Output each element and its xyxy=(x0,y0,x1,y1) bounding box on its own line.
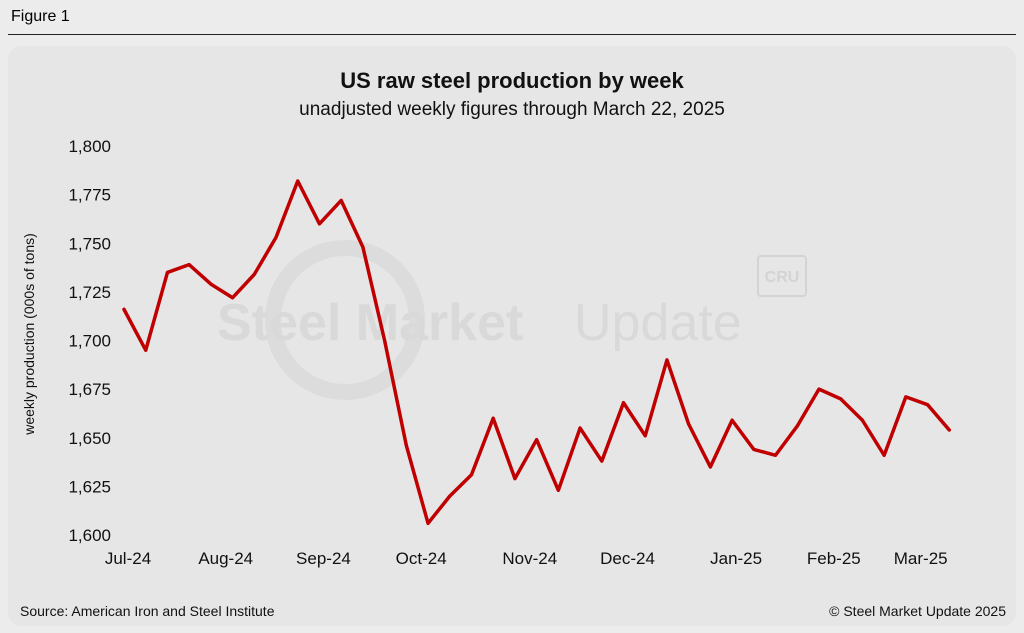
data-point xyxy=(296,179,300,183)
data-point xyxy=(426,521,430,525)
data-point xyxy=(817,387,821,391)
data-point xyxy=(882,453,886,457)
data-point xyxy=(252,272,256,276)
data-point xyxy=(622,401,626,405)
data-point xyxy=(904,395,908,399)
data-point xyxy=(513,477,517,481)
data-point xyxy=(708,465,712,469)
data-point xyxy=(774,453,778,457)
data-point xyxy=(469,473,473,477)
data-point xyxy=(383,339,387,342)
data-point xyxy=(187,263,191,267)
data-point xyxy=(122,307,126,311)
data-point xyxy=(947,428,951,432)
data-point xyxy=(491,416,495,420)
data-point xyxy=(535,438,539,442)
watermark-circle-icon xyxy=(265,240,425,400)
watermark-badge-frame xyxy=(757,255,807,297)
data-point xyxy=(361,245,365,249)
data-point xyxy=(600,459,604,463)
y-tick-label: 1,600 xyxy=(68,526,111,545)
data-point xyxy=(448,494,452,498)
data-point xyxy=(926,403,930,407)
chart-title: US raw steel production by week xyxy=(340,68,684,93)
x-tick-label: Sep-24 xyxy=(296,549,351,568)
data-point xyxy=(317,222,321,226)
copyright-note: © Steel Market Update 2025 xyxy=(829,603,1006,619)
header-rule xyxy=(8,34,1016,35)
x-tick-label: Mar-25 xyxy=(894,549,948,568)
y-tick-label: 1,700 xyxy=(68,332,111,351)
data-point xyxy=(144,348,148,352)
watermark: Steel Market Update CRU xyxy=(217,240,807,400)
data-point xyxy=(165,270,169,274)
x-tick-label: Nov-24 xyxy=(502,549,557,568)
y-tick-label: 1,800 xyxy=(68,137,111,156)
x-tick-label: Oct-24 xyxy=(396,549,447,568)
x-tick-label: Jan-25 xyxy=(710,549,762,568)
data-point xyxy=(730,418,734,422)
y-tick-label: 1,750 xyxy=(68,234,111,253)
data-point xyxy=(556,488,560,492)
data-point xyxy=(578,426,582,430)
y-tick-label: 1,725 xyxy=(68,283,111,302)
watermark-brand-bold: Steel Market xyxy=(217,294,523,352)
source-note: Source: American Iron and Steel Institut… xyxy=(20,603,275,619)
figure-label: Figure 1 xyxy=(11,8,70,25)
data-point xyxy=(339,198,343,202)
series-line xyxy=(122,179,952,526)
y-tick-label: 1,675 xyxy=(68,380,111,399)
data-point xyxy=(795,424,799,428)
data-point xyxy=(643,434,647,438)
data-point xyxy=(274,235,278,239)
watermark-badge: CRU xyxy=(765,269,800,286)
chart-subtitle: unadjusted weekly figures through March … xyxy=(299,99,725,120)
data-point xyxy=(687,422,691,426)
y-axis-label: weekly production (000s of tons) xyxy=(21,233,37,435)
chart-card xyxy=(8,46,1016,626)
data-point xyxy=(839,397,843,401)
data-point xyxy=(231,296,235,300)
data-point xyxy=(752,447,756,451)
data-point xyxy=(665,358,669,362)
y-axis-ticks: 1,600 1,625 1,650 1,675 1,700 1,725 1,750 1,775… xyxy=(68,137,111,545)
x-tick-label: Dec-24 xyxy=(600,549,655,568)
x-tick-label: Jul-24 xyxy=(105,549,151,568)
x-tick-label: Aug-24 xyxy=(198,549,253,568)
watermark-brand-light: Update xyxy=(574,294,742,352)
y-tick-label: 1,775 xyxy=(68,186,111,205)
data-point xyxy=(404,444,408,448)
x-axis-ticks: Jul-24 Aug-24 Sep-24 Oct-24 Nov-24 Dec-24 Jan-… xyxy=(105,549,948,568)
y-tick-label: 1,650 xyxy=(68,429,111,448)
y-tick-label: 1,625 xyxy=(68,477,111,496)
data-point xyxy=(209,282,213,286)
data-point xyxy=(860,418,864,422)
series-production xyxy=(122,179,952,526)
x-tick-label: Feb-25 xyxy=(807,549,861,568)
